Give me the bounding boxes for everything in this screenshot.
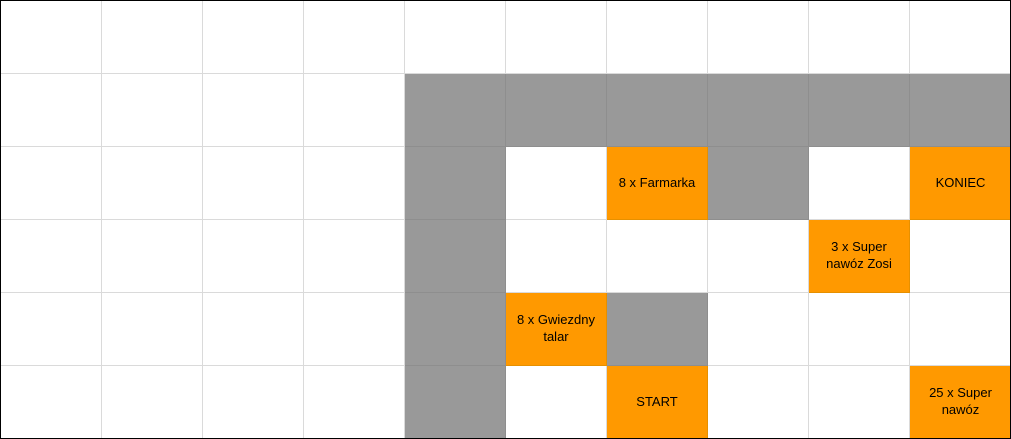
empty-cell	[203, 1, 304, 74]
wall-cell	[607, 293, 708, 366]
empty-cell	[102, 293, 203, 366]
empty-cell	[506, 1, 607, 74]
empty-cell	[809, 147, 910, 220]
reward-cell: 3 x Super nawóz Zosi	[809, 220, 910, 293]
empty-cell	[910, 293, 1010, 366]
empty-cell	[304, 147, 405, 220]
empty-cell	[809, 293, 910, 366]
empty-cell	[1, 220, 102, 293]
cell-label: 8 x Farmarka	[618, 174, 696, 190]
empty-cell	[708, 366, 809, 438]
empty-cell	[102, 366, 203, 438]
reward-cell: 8 x Farmarka	[607, 147, 708, 220]
wall-cell	[405, 366, 506, 438]
wall-cell	[405, 220, 506, 293]
cell-label: START	[636, 393, 678, 409]
reward-cell: KONIEC	[910, 147, 1010, 220]
empty-cell	[102, 74, 203, 147]
empty-cell	[1, 1, 102, 74]
empty-cell	[203, 293, 304, 366]
empty-cell	[1, 366, 102, 438]
cell-label: 25 x Super nawóz	[929, 385, 992, 417]
empty-cell	[708, 220, 809, 293]
reward-cell: 25 x Super nawóz	[910, 366, 1010, 438]
empty-cell	[405, 1, 506, 74]
empty-cell	[304, 366, 405, 438]
empty-cell	[102, 1, 203, 74]
empty-cell	[607, 1, 708, 74]
wall-cell	[405, 147, 506, 220]
empty-cell	[910, 1, 1010, 74]
empty-cell	[1, 74, 102, 147]
empty-cell	[203, 74, 304, 147]
wall-cell	[607, 74, 708, 147]
empty-cell	[506, 220, 607, 293]
empty-cell	[809, 1, 910, 74]
cell-label: 8 x Gwiezdny talar	[516, 312, 596, 344]
wall-cell	[708, 147, 809, 220]
empty-cell	[304, 293, 405, 366]
empty-cell	[304, 1, 405, 74]
reward-cell: START	[607, 366, 708, 438]
empty-cell	[304, 74, 405, 147]
reward-cell: 8 x Gwiezdny talar	[506, 293, 607, 366]
empty-cell	[506, 366, 607, 438]
empty-cell	[607, 220, 708, 293]
empty-cell	[203, 147, 304, 220]
wall-cell	[809, 74, 910, 147]
wall-cell	[405, 74, 506, 147]
empty-cell	[1, 147, 102, 220]
wall-cell	[910, 74, 1010, 147]
empty-cell	[910, 220, 1010, 293]
cell-label: KONIEC	[935, 174, 986, 190]
empty-cell	[203, 220, 304, 293]
empty-cell	[203, 366, 304, 438]
empty-cell	[506, 147, 607, 220]
empty-cell	[708, 293, 809, 366]
wall-cell	[708, 74, 809, 147]
empty-cell	[102, 220, 203, 293]
wall-cell	[506, 74, 607, 147]
wall-cell	[405, 293, 506, 366]
cell-label: 3 x Super nawóz Zosi	[826, 239, 892, 271]
empty-cell	[304, 220, 405, 293]
empty-cell	[809, 366, 910, 438]
empty-cell	[102, 147, 203, 220]
empty-cell	[708, 1, 809, 74]
empty-cell	[1, 293, 102, 366]
